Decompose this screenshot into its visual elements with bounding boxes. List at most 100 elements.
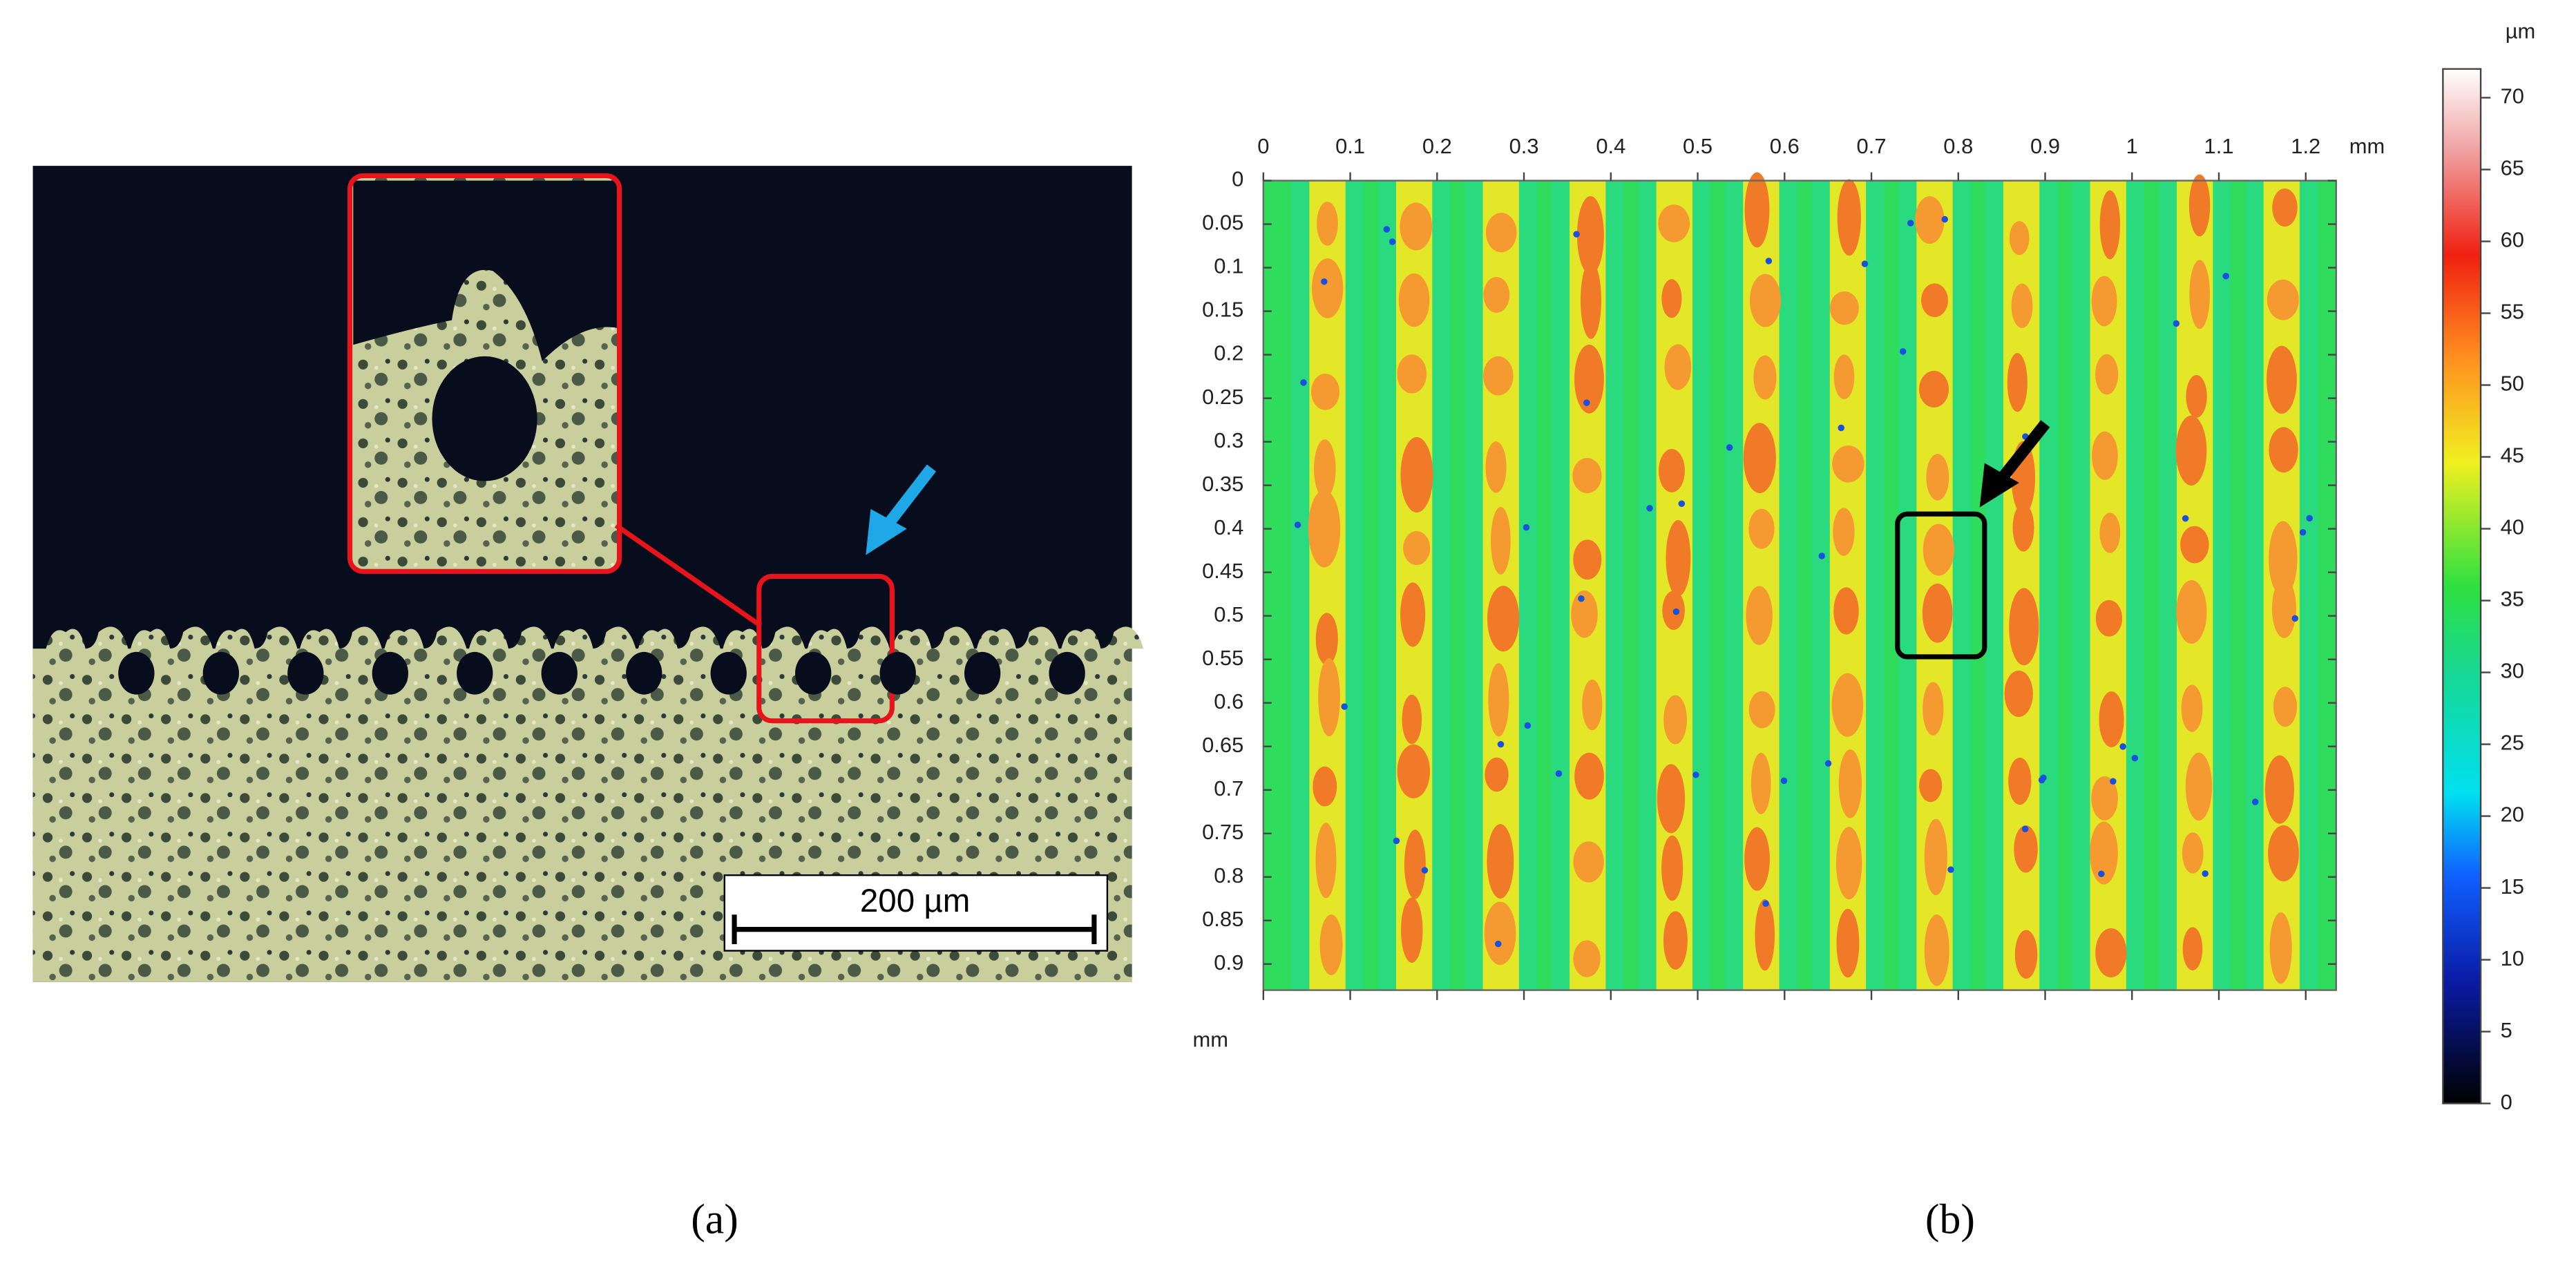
- peak: [1748, 508, 1775, 549]
- peak: [1487, 586, 1520, 652]
- colorbar-tick-label: 15: [2501, 874, 2524, 899]
- peak: [1753, 355, 1777, 400]
- peak: [2009, 221, 2030, 256]
- peak: [1315, 823, 1337, 899]
- peak: [2004, 670, 2033, 718]
- y-tick-label: 0.3: [1214, 428, 1243, 452]
- x-tick-label: 0.6: [1770, 134, 1800, 158]
- pit: [964, 651, 1001, 695]
- peak: [1574, 344, 1604, 414]
- y-tick-label: 0.9: [1214, 950, 1243, 975]
- pit: [2098, 870, 2105, 878]
- peak: [2269, 912, 2292, 984]
- peak: [1400, 202, 1433, 251]
- colorbar-tick-label: 10: [2501, 946, 2524, 970]
- peak: [1743, 423, 1776, 494]
- peak: [2091, 776, 2118, 821]
- pit: [1321, 278, 1328, 285]
- x-tick-label: 1.2: [2291, 134, 2320, 158]
- x-tick-label: 0.4: [1596, 134, 1625, 158]
- peak: [1308, 490, 1341, 568]
- peak: [2269, 427, 2298, 473]
- peak: [1397, 744, 1430, 798]
- pit: [2202, 870, 2209, 877]
- peak: [1837, 179, 1861, 256]
- peak: [1402, 694, 1422, 745]
- peak: [2008, 757, 2032, 805]
- peak: [2092, 431, 2118, 480]
- peak: [1317, 201, 1338, 246]
- peak: [1310, 373, 1340, 410]
- peak: [1401, 897, 1423, 963]
- y-tick-label: 0.8: [1214, 863, 1243, 888]
- peak: [2273, 687, 2298, 727]
- peak: [1921, 283, 1949, 318]
- peak: [2175, 415, 2207, 486]
- colorbar-tick-label: 35: [2501, 587, 2524, 611]
- peak: [1491, 506, 1511, 575]
- peak: [2091, 276, 2117, 327]
- peak: [1571, 590, 1598, 638]
- pit: [1780, 777, 1788, 785]
- pit: [2306, 515, 2313, 522]
- peak: [1483, 356, 1514, 396]
- x-tick-label: 0.8: [1943, 134, 1973, 158]
- pit: [1692, 771, 1699, 778]
- peak: [1574, 752, 1604, 800]
- x-tick-label: 0.5: [1683, 134, 1712, 158]
- scale-bar-label: 200 µm: [860, 883, 971, 919]
- colorbar-tick-label: 5: [2501, 1018, 2512, 1042]
- pit: [1495, 940, 1502, 948]
- peak: [2014, 930, 2038, 979]
- peak: [1314, 439, 1336, 499]
- peak: [1663, 695, 1688, 745]
- colorbar-tick-label: 65: [2501, 156, 2524, 180]
- pit: [1899, 348, 1907, 355]
- pit: [1678, 500, 1686, 508]
- peak: [2176, 579, 2207, 644]
- pit: [1762, 900, 1769, 907]
- pit: [1497, 740, 1505, 748]
- pit: [1824, 760, 1832, 767]
- peak: [1483, 277, 1510, 313]
- peak: [1744, 827, 1770, 891]
- pit: [1583, 399, 1590, 406]
- pit: [1818, 553, 1826, 559]
- pit: [1389, 238, 1396, 245]
- peak: [1576, 195, 1604, 275]
- pit: [1861, 260, 1869, 267]
- pit: [2251, 798, 2259, 805]
- arrow-head: [1979, 463, 2019, 508]
- peak: [1315, 613, 1338, 665]
- peak: [2007, 353, 2028, 412]
- peak: [1923, 682, 1944, 736]
- peak: [1400, 582, 1426, 647]
- peak: [1664, 344, 1692, 390]
- y-tick-label: 0.75: [1202, 820, 1243, 844]
- panel-label: (b): [1925, 1196, 1975, 1243]
- peak: [2095, 600, 2123, 637]
- pit: [2110, 778, 2117, 785]
- y-tick-label: 0.5: [1214, 602, 1243, 626]
- pit: [1907, 220, 1914, 227]
- peak: [1397, 354, 1427, 394]
- peak: [2271, 578, 2297, 638]
- peak: [1746, 586, 1773, 645]
- pit: [1555, 770, 1563, 777]
- peak: [1924, 818, 1947, 896]
- peak: [2267, 345, 2297, 414]
- colorbar-tick-label: 30: [2501, 659, 2524, 683]
- pit: [2291, 615, 2299, 622]
- peak: [1400, 437, 1433, 513]
- pit: [2173, 320, 2180, 327]
- peak: [2181, 684, 2203, 732]
- peak: [2099, 512, 2121, 553]
- colorbar-tick-label: 20: [2501, 803, 2524, 827]
- peak: [2090, 821, 2118, 885]
- pit: [1393, 837, 1400, 845]
- peak: [2099, 190, 2121, 260]
- pit: [710, 651, 747, 695]
- colorbar: [2442, 68, 2482, 1104]
- peak: [1573, 940, 1601, 977]
